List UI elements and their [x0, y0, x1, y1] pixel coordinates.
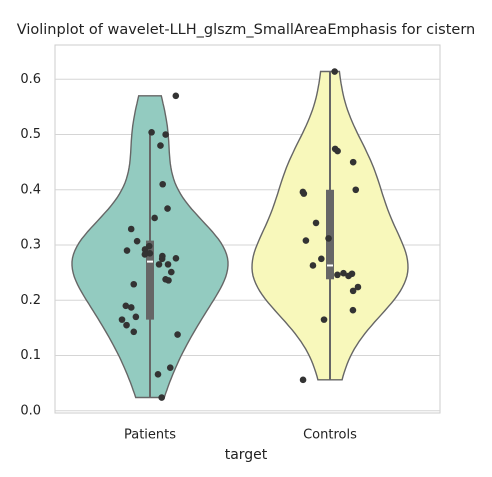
data-point: [122, 302, 130, 310]
data-point: [172, 92, 180, 100]
data-point: [299, 376, 307, 384]
y-tick-label: 0.2: [20, 293, 41, 308]
y-tick-label: 0.0: [20, 403, 41, 418]
x-tick-label: Controls: [303, 428, 357, 443]
box: [326, 189, 334, 280]
data-point: [334, 271, 341, 279]
data-point: [155, 261, 163, 268]
data-point: [167, 268, 175, 276]
y-tick-label: 0.3: [20, 238, 41, 253]
data-point: [334, 147, 341, 155]
y-tick-label: 0.1: [20, 348, 41, 363]
data-point: [141, 251, 149, 258]
data-point: [146, 250, 154, 257]
data-point: [164, 261, 172, 268]
data-point: [123, 321, 130, 329]
data-point: [318, 255, 325, 263]
x-axis-label: target: [225, 447, 268, 463]
data-point: [130, 280, 138, 288]
data-point: [331, 68, 338, 75]
data-point: [164, 205, 171, 212]
data-point: [158, 255, 166, 263]
data-point: [118, 316, 126, 323]
data-point: [320, 316, 328, 323]
data-point: [345, 272, 352, 280]
data-point: [302, 237, 310, 244]
data-point: [154, 371, 162, 378]
box: [146, 240, 154, 320]
data-point: [354, 283, 362, 291]
y-tick-label: 0.5: [20, 127, 41, 142]
data-point: [130, 328, 138, 336]
data-point: [132, 313, 140, 321]
data-point: [172, 254, 180, 262]
data-point: [349, 306, 357, 314]
data-point: [151, 214, 158, 222]
data-point: [127, 225, 135, 233]
data-point: [127, 304, 135, 311]
data-point: [159, 180, 166, 188]
data-point: [166, 364, 174, 371]
data-point: [174, 331, 181, 338]
data-point: [162, 131, 169, 138]
data-point: [300, 190, 308, 197]
data-point: [133, 237, 141, 245]
data-point: [340, 269, 347, 277]
data-point: [141, 246, 149, 253]
data-point: [349, 158, 357, 166]
data-point: [325, 235, 332, 242]
data-point: [349, 287, 357, 295]
data-point: [165, 277, 172, 284]
data-point: [309, 262, 317, 269]
data-point: [312, 219, 320, 227]
y-tick-label: 0.6: [20, 72, 41, 87]
chart-title: Violinplot of wavelet-LLH_glszm_SmallAre…: [17, 22, 476, 38]
x-tick-label: Patients: [124, 428, 176, 443]
plot-frame: [54, 44, 441, 414]
data-point: [157, 142, 164, 149]
y-tick-label: 0.4: [20, 182, 41, 197]
data-point: [352, 186, 360, 194]
data-point: [148, 129, 155, 136]
data-point: [123, 247, 131, 254]
data-point: [158, 394, 166, 401]
